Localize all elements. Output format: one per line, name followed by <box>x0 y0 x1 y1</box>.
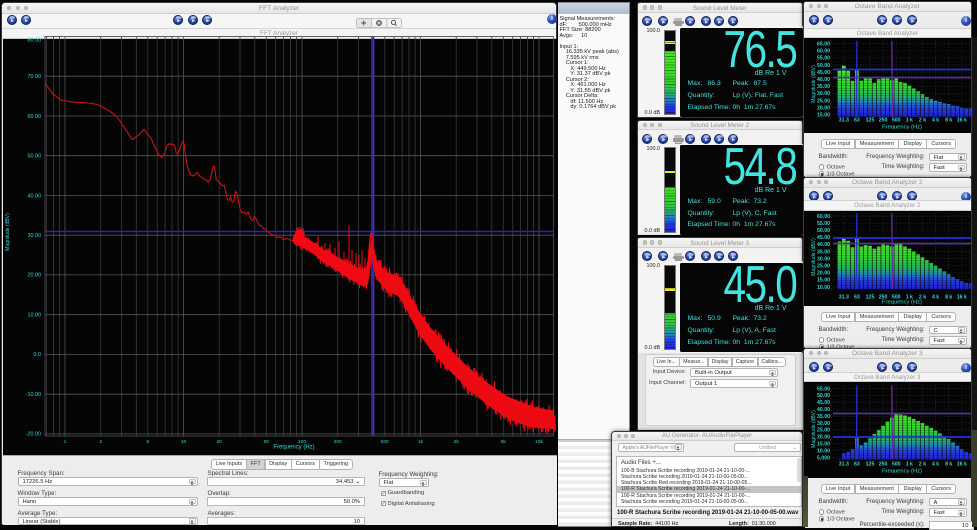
svg-text:250: 250 <box>879 118 888 124</box>
svg-text:Frequency (Hz): Frequency (Hz) <box>882 125 922 131</box>
svg-text:31.3: 31.3 <box>839 462 849 468</box>
svg-text:8 k: 8 k <box>945 462 952 468</box>
svg-text:20.00: 20.00 <box>817 271 830 277</box>
svg-text:30.00: 30.00 <box>817 256 830 262</box>
svg-text:15.00: 15.00 <box>817 113 830 119</box>
svg-text:60.00: 60.00 <box>817 214 830 220</box>
svg-text:16 k: 16 k <box>957 462 967 468</box>
svg-text:Magnitude (dBV): Magnitude (dBV) <box>811 238 817 276</box>
svg-text:40.00: 40.00 <box>817 242 830 248</box>
svg-text:25.00: 25.00 <box>817 98 830 104</box>
svg-text:4 k: 4 k <box>932 295 939 301</box>
svg-text:5.000: 5.000 <box>817 455 830 461</box>
svg-text:50.00: 50.00 <box>817 228 830 234</box>
svg-text:20.00: 20.00 <box>817 435 830 441</box>
svg-text:40.00: 40.00 <box>817 77 830 83</box>
svg-text:1 k: 1 k <box>906 462 913 468</box>
svg-text:500: 500 <box>892 118 901 124</box>
svg-text:30.00: 30.00 <box>817 421 830 427</box>
svg-text:8 k: 8 k <box>945 118 952 124</box>
svg-text:125: 125 <box>866 295 875 301</box>
svg-text:125: 125 <box>866 462 875 468</box>
svg-text:25.00: 25.00 <box>817 428 830 434</box>
svg-text:35.00: 35.00 <box>817 84 830 90</box>
svg-text:63: 63 <box>854 295 860 301</box>
svg-text:55.00: 55.00 <box>817 56 830 62</box>
svg-text:55.00: 55.00 <box>817 386 830 392</box>
svg-text:4 k: 4 k <box>932 118 939 124</box>
svg-text:500: 500 <box>892 462 901 468</box>
svg-text:45.00: 45.00 <box>817 400 830 406</box>
svg-text:Magnitude (dBV): Magnitude (dBV) <box>811 65 817 103</box>
svg-text:250: 250 <box>879 462 888 468</box>
svg-text:50.00: 50.00 <box>817 63 830 69</box>
svg-text:2 k: 2 k <box>919 462 926 468</box>
svg-text:63: 63 <box>854 462 860 468</box>
svg-text:31.3: 31.3 <box>839 118 849 124</box>
svg-text:45.00: 45.00 <box>817 235 830 241</box>
svg-text:10.00: 10.00 <box>817 285 830 291</box>
svg-text:15.00: 15.00 <box>817 442 830 448</box>
svg-text:10.00: 10.00 <box>817 448 830 454</box>
svg-text:40.00: 40.00 <box>817 407 830 413</box>
svg-text:45.00: 45.00 <box>817 70 830 76</box>
svg-text:1 k: 1 k <box>906 118 913 124</box>
svg-text:125: 125 <box>866 118 875 124</box>
svg-text:Magnitude (dBV): Magnitude (dBV) <box>811 410 817 448</box>
svg-text:8 k: 8 k <box>945 295 952 301</box>
svg-text:55.00: 55.00 <box>817 221 830 227</box>
svg-text:16 k: 16 k <box>957 295 967 301</box>
svg-text:35.00: 35.00 <box>817 414 830 420</box>
svg-text:35.00: 35.00 <box>817 249 830 255</box>
svg-text:63: 63 <box>854 118 860 124</box>
svg-text:30.00: 30.00 <box>817 91 830 97</box>
svg-text:Frequency (Hz): Frequency (Hz) <box>882 300 922 306</box>
svg-text:60.00: 60.00 <box>817 49 830 55</box>
svg-text:16 k: 16 k <box>957 118 967 124</box>
svg-text:31.3: 31.3 <box>839 295 849 301</box>
svg-text:2 k: 2 k <box>919 118 926 124</box>
svg-text:65.00: 65.00 <box>817 42 830 48</box>
svg-text:50.00: 50.00 <box>817 393 830 399</box>
svg-text:Frequency (Hz): Frequency (Hz) <box>882 469 922 475</box>
svg-text:15.00: 15.00 <box>817 278 830 284</box>
svg-text:4 k: 4 k <box>932 462 939 468</box>
svg-text:20.00: 20.00 <box>817 105 830 111</box>
svg-text:25.00: 25.00 <box>817 264 830 270</box>
